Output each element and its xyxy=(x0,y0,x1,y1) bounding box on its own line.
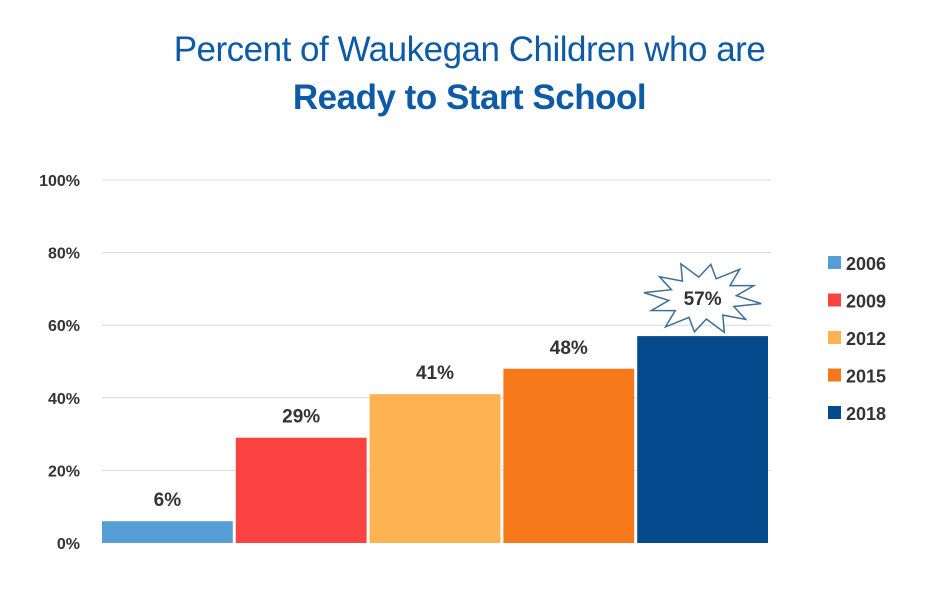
y-tick-label: 20% xyxy=(48,463,80,480)
legend-label: 2012 xyxy=(846,329,886,349)
legend-swatch xyxy=(828,293,841,307)
data-label: 41% xyxy=(416,363,454,384)
data-label: 57% xyxy=(684,289,722,310)
data-label: 29% xyxy=(282,407,320,428)
y-tick-label: 60% xyxy=(48,318,80,335)
legend-label: 2006 xyxy=(846,254,886,274)
legend-swatch xyxy=(828,256,841,269)
legend-swatch xyxy=(828,406,841,419)
chart-title-line-1: Percent of Waukegan Children who are xyxy=(173,30,766,69)
bar xyxy=(369,394,501,543)
y-tick-label: 100% xyxy=(39,173,80,190)
bar xyxy=(235,437,367,543)
y-tick-label: 40% xyxy=(48,391,80,408)
legend-swatch xyxy=(828,331,841,344)
starburst-callout xyxy=(643,262,762,335)
bar xyxy=(637,336,768,543)
y-tick-label: 80% xyxy=(48,246,80,263)
legend-label: 2015 xyxy=(846,367,886,387)
bar xyxy=(102,521,233,543)
legend-label: 2009 xyxy=(846,292,886,312)
data-label: 48% xyxy=(550,338,588,359)
legend-label: 2018 xyxy=(846,404,886,424)
data-label: 6% xyxy=(154,490,182,511)
chart-title-line-2: Ready to Start School xyxy=(292,78,647,117)
legend-swatch xyxy=(828,368,841,382)
bar xyxy=(503,368,635,543)
y-tick-label: 0% xyxy=(57,536,80,553)
